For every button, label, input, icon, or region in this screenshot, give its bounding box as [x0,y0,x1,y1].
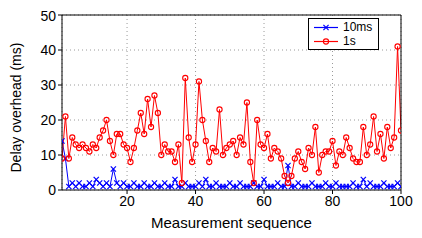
html-text:1s: 1s [343,34,356,48]
svg-text:50: 50 [40,8,56,24]
html-text:10ms: 10ms [343,20,373,34]
svg-text:60: 60 [256,193,272,209]
svg-text:20: 20 [119,193,135,209]
svg-text:20: 20 [40,112,56,128]
svg-text:100: 100 [389,193,413,209]
svg-text:10: 10 [40,147,56,163]
svg-text:Delay overhead (ms): Delay overhead (ms) [8,43,24,173]
svg-text:30: 30 [40,77,56,93]
svg-text:40: 40 [40,42,56,58]
svg-text:80: 80 [325,193,341,209]
svg-text:0: 0 [48,182,56,198]
svg-text:40: 40 [188,193,204,209]
svg-text:Measurement sequence: Measurement sequence [151,214,312,230]
